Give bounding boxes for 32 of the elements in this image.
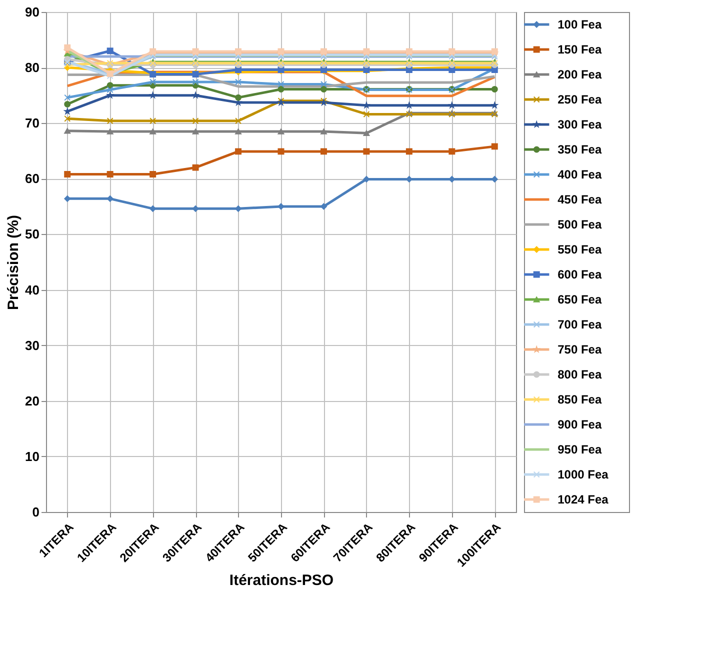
legend-label: 1024 Fea bbox=[558, 492, 609, 506]
legend-label: 950 Fea bbox=[558, 442, 602, 456]
legend-label: 700 Fea bbox=[558, 318, 602, 332]
legend-label: 500 Fea bbox=[558, 218, 602, 232]
legend-label: 900 Fea bbox=[558, 418, 602, 432]
legend-label: 750 Fea bbox=[558, 342, 602, 356]
y-tick-label: 20 bbox=[25, 393, 40, 408]
y-tick-label: 60 bbox=[25, 171, 40, 186]
legend-label: 600 Fea bbox=[558, 268, 602, 282]
legend-label: 400 Fea bbox=[558, 168, 602, 182]
y-tick-label: 0 bbox=[32, 504, 40, 520]
y-tick-label: 30 bbox=[25, 338, 40, 353]
legend-label: 200 Fea bbox=[558, 68, 602, 82]
legend-label: 800 Fea bbox=[558, 368, 602, 382]
legend-label: 850 Fea bbox=[558, 392, 602, 406]
legend-label: 150 Fea bbox=[558, 42, 602, 56]
legend-label: 300 Fea bbox=[558, 118, 602, 132]
x-axis-title: Itérations-PSO bbox=[229, 572, 334, 589]
legend-label: 100 Fea bbox=[558, 18, 602, 32]
legend-label: 450 Fea bbox=[558, 192, 602, 206]
y-tick-label: 10 bbox=[25, 448, 40, 464]
legend-label: 550 Fea bbox=[558, 242, 602, 256]
legend-label: 350 Fea bbox=[558, 142, 602, 156]
y-axis-title: Précision (%) bbox=[5, 214, 22, 310]
y-tick-label: 90 bbox=[25, 4, 40, 20]
legend-label: 1000 Fea bbox=[558, 468, 609, 482]
legend-label: 250 Fea bbox=[558, 92, 602, 106]
y-tick-label: 80 bbox=[25, 60, 40, 76]
y-tick-label: 70 bbox=[25, 116, 40, 131]
y-tick-label: 50 bbox=[25, 226, 40, 242]
y-tick-label: 40 bbox=[25, 282, 40, 298]
legend-label: 650 Fea bbox=[558, 292, 602, 306]
